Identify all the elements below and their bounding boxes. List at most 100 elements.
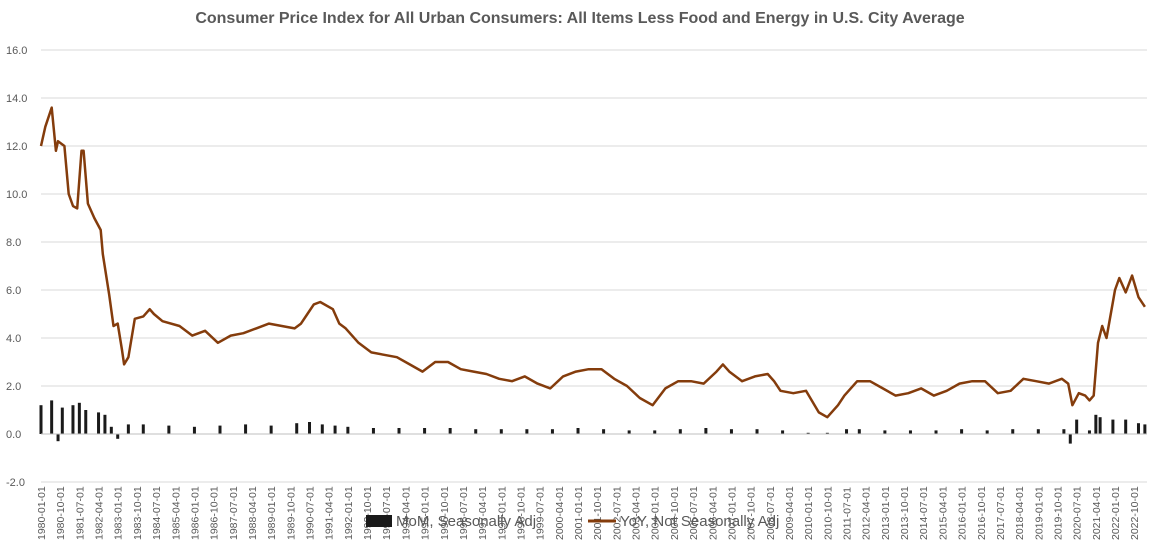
y-tick-label: 8.0 — [6, 237, 21, 249]
x-tick-label: 2001-01-01 — [573, 486, 585, 540]
x-tick-label: 1992-01-01 — [343, 486, 355, 540]
mom-bar — [525, 429, 529, 434]
mom-bar — [308, 422, 312, 434]
mom-bar — [1143, 424, 1147, 434]
y-tick-label: 16.0 — [6, 45, 27, 57]
x-tick-label: 1994-04-01 — [400, 486, 412, 540]
mom-bar — [84, 410, 88, 434]
x-tick-label: 2016-10-01 — [976, 486, 988, 540]
x-tick-label: 2013-10-01 — [899, 486, 911, 540]
mom-bar — [1068, 434, 1072, 444]
x-tick-label: 1986-10-01 — [209, 486, 221, 540]
mom-bar — [126, 424, 130, 434]
x-tick-label: 2011-07-01 — [842, 487, 854, 540]
mom-bar — [97, 412, 101, 434]
x-tick-label: 1982-04-01 — [94, 486, 106, 540]
x-tick-label: 1992-10-01 — [362, 486, 374, 540]
x-tick-label: 2017-07-01 — [995, 486, 1007, 540]
x-tick-label: 2015-04-01 — [937, 486, 949, 540]
mom-bar — [103, 414, 107, 434]
mom-bar — [704, 428, 708, 434]
x-tick-label: 2003-04-01 — [631, 486, 643, 540]
mom-bar — [50, 400, 54, 434]
x-tick-label: 2007-01-01 — [726, 486, 738, 540]
y-tick-label: -2.0 — [6, 477, 25, 489]
x-tick-label: 1988-04-01 — [247, 486, 259, 540]
x-tick-label: 1981-07-01 — [74, 486, 86, 540]
x-tick-label: 1980-01-01 — [36, 486, 48, 540]
x-tick-label: 1989-10-01 — [285, 486, 297, 540]
mom-bar — [678, 429, 682, 434]
x-tick-label: 1983-01-01 — [113, 486, 125, 540]
mom-bar — [1094, 414, 1098, 434]
y-tick-label: 10.0 — [6, 189, 27, 201]
x-tick-label: 2000-04-01 — [554, 486, 566, 540]
chart-title: Consumer Price Index for All Urban Consu… — [195, 10, 965, 27]
x-tick-label: 1995-01-01 — [420, 486, 432, 540]
x-tick-label: 1987-07-01 — [228, 486, 240, 540]
x-tick-label: 2002-07-01 — [611, 486, 623, 540]
mom-bar — [474, 429, 478, 434]
legend-label-mom: MoM, Seasonally Adj — [396, 513, 536, 530]
mom-bar — [845, 429, 849, 434]
mom-bar — [1036, 429, 1040, 434]
x-tick-label: 2004-01-01 — [650, 486, 662, 540]
mom-bar — [1087, 430, 1091, 434]
mom-bar — [448, 428, 452, 434]
x-tick-label: 2019-01-01 — [1033, 486, 1045, 540]
mom-bar — [1075, 419, 1079, 434]
mom-bar — [857, 429, 861, 434]
mom-bar — [244, 424, 248, 434]
mom-bar — [141, 424, 145, 434]
x-tick-label: 2021-04-01 — [1091, 486, 1103, 540]
mom-bar — [729, 429, 733, 434]
x-tick-label: 1996-07-01 — [458, 486, 470, 540]
mom-bar — [550, 429, 554, 434]
mom-bar — [1136, 423, 1140, 434]
mom-bar — [1011, 429, 1015, 434]
x-tick-label: 2001-10-01 — [592, 486, 604, 540]
mom-bar — [1124, 419, 1128, 434]
x-tick-label: 2007-10-01 — [746, 486, 758, 540]
x-tick-label: 1995-10-01 — [439, 486, 451, 540]
mom-bar — [806, 432, 810, 434]
mom-bar — [934, 430, 938, 434]
mom-bar — [56, 434, 60, 442]
y-tick-label: 2.0 — [6, 381, 21, 393]
mom-bar — [39, 405, 43, 434]
x-tick-label: 2016-01-01 — [957, 486, 969, 540]
mom-bar — [602, 429, 606, 434]
mom-bar — [576, 428, 580, 434]
mom-bar — [755, 429, 759, 434]
mom-bar — [397, 428, 401, 434]
y-tick-label: 12.0 — [6, 141, 27, 153]
x-tick-label: 1983-10-01 — [132, 486, 144, 540]
x-tick-label: 1980-10-01 — [55, 486, 67, 540]
mom-bar — [985, 430, 989, 434]
x-tick-label: 1984-07-01 — [151, 486, 163, 540]
mom-bar — [109, 426, 113, 434]
mom-bar — [320, 424, 324, 434]
x-tick-label: 1985-04-01 — [170, 486, 182, 540]
x-tick-label: 2022-01-01 — [1110, 486, 1122, 540]
mom-bar — [269, 425, 273, 434]
x-tick-label: 2010-01-01 — [803, 486, 815, 540]
y-tick-label: 4.0 — [6, 333, 21, 345]
mom-bar — [1111, 419, 1115, 434]
mom-bar — [627, 430, 631, 434]
mom-bar — [960, 429, 964, 434]
mom-bar — [333, 425, 337, 434]
yoy-line — [39, 106, 1146, 419]
mom-bar — [371, 428, 375, 434]
mom-bar — [295, 423, 299, 434]
mom-bar — [908, 430, 912, 434]
x-tick-label: 2013-01-01 — [880, 486, 892, 540]
x-tick-label: 2009-04-01 — [784, 486, 796, 540]
x-tick-label: 2010-10-01 — [822, 486, 834, 540]
x-tick-label: 1993-07-01 — [381, 486, 393, 540]
mom-bar — [1062, 429, 1066, 434]
x-tick-label: 2018-04-01 — [1014, 486, 1026, 540]
mom-bar — [653, 430, 657, 434]
